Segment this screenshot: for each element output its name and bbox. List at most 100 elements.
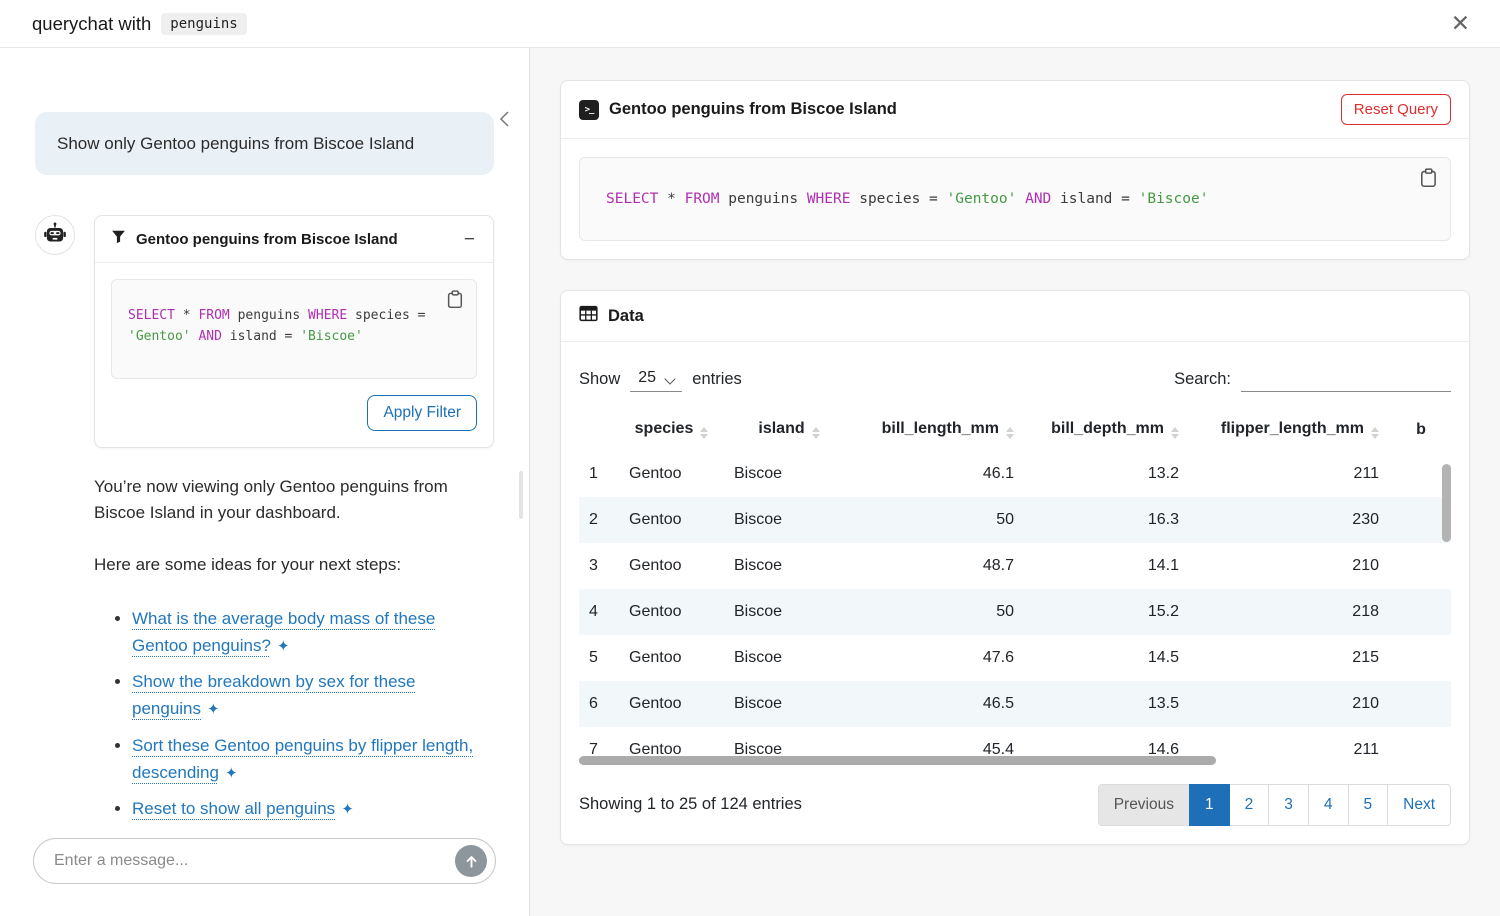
table-cell: Gentoo	[629, 511, 682, 528]
table-cell: 14.5	[1147, 649, 1179, 666]
page-button-next[interactable]: Next	[1387, 784, 1451, 826]
filter-card-header: Gentoo penguins from Biscoe Island −	[95, 216, 493, 264]
query-card: >_ Gentoo penguins from Biscoe Island Re…	[560, 80, 1470, 260]
suggestion-link[interactable]: Sort these Gentoo penguins by flipper le…	[132, 735, 474, 782]
table-row: 6 Gentoo Biscoe 46.5 13.5 210	[579, 681, 1451, 727]
table-cell	[1389, 543, 1451, 589]
sparkle-icon: ✦	[224, 764, 238, 782]
message-input[interactable]	[52, 851, 455, 871]
table-cell: 46.5	[982, 695, 1014, 712]
table-cell: Gentoo	[629, 557, 682, 574]
sparkle-icon: ✦	[341, 800, 354, 818]
sparkle-icon: ✦	[276, 638, 290, 655]
table-controls: Show 25 entries Search:	[579, 366, 1451, 392]
assistant-paragraph: Here are some ideas for your next steps:	[94, 555, 402, 575]
assistant-message: You’re now viewing only Gentoo penguins …	[94, 474, 494, 831]
apply-filter-row: Apply Filter	[111, 394, 477, 431]
app-title: querychat with penguins	[32, 12, 247, 35]
filter-card-body: SELECT * FROM penguins WHERE species = '…	[95, 263, 493, 447]
table-cell: Biscoe	[734, 649, 783, 666]
sort-icon	[1371, 427, 1379, 439]
suggestion-item: What is the average body mass of these G…	[132, 605, 494, 659]
query-card-header: >_ Gentoo penguins from Biscoe Island Re…	[561, 81, 1469, 139]
column-header-species[interactable]: species	[619, 408, 724, 451]
table-cell: 5	[589, 649, 598, 666]
table-cell: 48.7	[982, 557, 1014, 574]
data-card-title: Data	[608, 306, 644, 325]
table-cell: 45.4	[982, 741, 1014, 758]
show-label: Show	[579, 370, 621, 388]
table-cell: 3	[589, 557, 598, 574]
table-cell: Biscoe	[734, 603, 783, 620]
sidebar-resize-handle[interactable]	[519, 471, 523, 519]
suggestion-link[interactable]: Reset to show all penguins	[132, 798, 336, 818]
sidebar-collapse-icon[interactable]	[494, 106, 515, 135]
table-cell	[1389, 589, 1451, 635]
page-button-previous[interactable]: Previous	[1097, 784, 1190, 826]
apply-filter-button[interactable]: Apply Filter	[367, 394, 477, 431]
table-cell: Gentoo	[629, 649, 682, 666]
assistant-message-row: Gentoo penguins from Biscoe Island − SEL…	[35, 215, 494, 448]
reset-query-button[interactable]: Reset Query	[1340, 94, 1451, 125]
table-cell: 1	[589, 465, 598, 482]
chat-input-row	[33, 838, 496, 884]
app-header: querychat with penguins ✕	[0, 0, 1500, 48]
terminal-icon: >_	[579, 99, 599, 120]
page-button-3[interactable]: 3	[1268, 784, 1309, 826]
data-table: species island bill_length_mm bill_depth_mm…	[579, 408, 1451, 768]
table-icon	[579, 304, 598, 328]
suggestion-item: Sort these Gentoo penguins by flipper le…	[132, 732, 494, 786]
app-title-text: querychat with	[32, 12, 152, 34]
horizontal-scrollbar[interactable]	[579, 756, 1216, 765]
page-button-4[interactable]: 4	[1307, 784, 1349, 826]
page-length-control: Show 25 entries	[579, 367, 742, 392]
table-cell: 211	[1353, 465, 1379, 482]
entries-label: entries	[692, 370, 742, 388]
table-cell: Biscoe	[734, 465, 783, 482]
assistant-paragraph: You’re now viewing only Gentoo penguins …	[94, 476, 448, 523]
sort-icon	[1006, 427, 1014, 439]
table-cell: 6	[589, 695, 598, 712]
sql-query-text: SELECT * FROM penguins WHERE species = '…	[606, 191, 1209, 207]
page-button-5[interactable]: 5	[1347, 784, 1389, 826]
table-header-row: species island bill_length_mm bill_depth_mm…	[579, 408, 1451, 451]
dashboard-panel: >_ Gentoo penguins from Biscoe Island Re…	[530, 48, 1500, 916]
table-cell: 230	[1352, 511, 1379, 528]
vertical-scrollbar[interactable]	[1442, 464, 1451, 542]
suggestion-link[interactable]: What is the average body mass of these G…	[132, 608, 436, 655]
collapse-card-icon[interactable]: −	[463, 228, 475, 250]
copy-icon[interactable]	[1418, 166, 1440, 193]
table-cell: 16.3	[1147, 511, 1179, 528]
close-icon[interactable]: ✕	[1443, 8, 1478, 39]
suggestion-item: Reset to show all penguins ✦	[132, 795, 494, 822]
suggestion-link[interactable]: Show the breakdown by sex for these peng…	[132, 672, 416, 719]
table-cell	[1389, 635, 1451, 681]
funnel-icon	[111, 229, 126, 249]
table-cell: Biscoe	[734, 557, 783, 574]
table-footer: Showing 1 to 25 of 124 entries Previous 1…	[579, 784, 1451, 826]
page-size-select-wrap: 25	[630, 367, 683, 392]
search-control: Search:	[1174, 366, 1451, 392]
table-row: 1 Gentoo Biscoe 46.1 13.2 211	[579, 451, 1451, 497]
data-card: Data Show 25 entries Search:	[560, 290, 1470, 845]
page-button-2[interactable]: 2	[1228, 784, 1270, 826]
chat-history: Show only Gentoo penguins from Biscoe Is…	[0, 48, 529, 838]
table-cell: 210	[1352, 695, 1379, 712]
page-button-1[interactable]: 1	[1189, 784, 1230, 826]
copy-icon[interactable]	[445, 288, 466, 314]
column-header-island[interactable]: island	[724, 408, 854, 451]
table-cell: 218	[1352, 603, 1379, 620]
robot-avatar-icon	[35, 215, 75, 256]
page-size-select[interactable]: 25	[630, 367, 683, 391]
column-header-bill_length_mm[interactable]: bill_length_mm	[854, 408, 1024, 451]
table-cell: 2	[589, 511, 598, 528]
table-summary: Showing 1 to 25 of 124 entries	[579, 795, 802, 814]
table-cell: 50	[996, 511, 1014, 528]
table-search-input[interactable]	[1241, 366, 1451, 392]
sort-icon	[811, 427, 820, 439]
table-cell: Gentoo	[629, 603, 682, 620]
data-card-body: Show 25 entries Search:	[561, 342, 1469, 844]
send-icon[interactable]	[455, 845, 487, 877]
column-header-bill_depth_mm[interactable]: bill_depth_mm	[1024, 408, 1189, 451]
column-header-flipper_length_mm[interactable]: flipper_length_mm	[1189, 408, 1389, 451]
